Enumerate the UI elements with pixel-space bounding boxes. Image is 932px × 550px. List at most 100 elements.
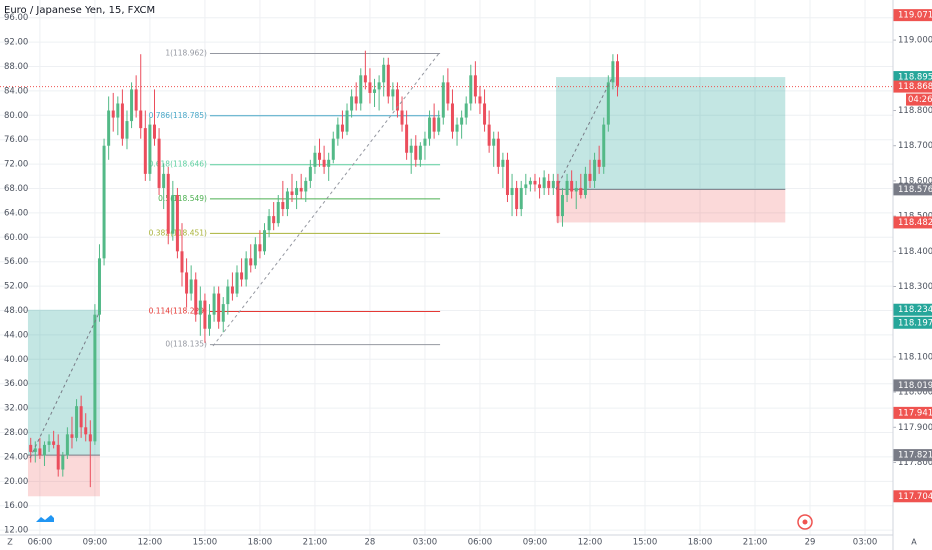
candle-body [487, 124, 491, 146]
left-axis-label: 64.00 [4, 208, 28, 218]
candle-body [336, 124, 340, 139]
candle-body [327, 159, 331, 167]
left-axis-label: 48.00 [4, 306, 28, 316]
candle-body [414, 145, 418, 160]
candle-body [276, 202, 280, 224]
time-tick-label: 09:00 [523, 538, 548, 548]
candle-body [244, 258, 248, 280]
candle-body [391, 89, 395, 97]
candle-body [308, 166, 312, 181]
candle-body [437, 117, 441, 132]
candle-body [111, 110, 115, 118]
left-axis-label: 72.00 [4, 160, 28, 170]
price-label: 118.234 [898, 305, 932, 315]
candle-body [597, 159, 601, 167]
candle-body [249, 258, 253, 266]
price-label-box [893, 216, 932, 229]
price-label: 117.821 [898, 451, 932, 461]
candle-body [162, 173, 166, 188]
candle-body [281, 202, 285, 210]
candle-body [322, 159, 326, 167]
candle-body [560, 194, 564, 217]
left-axis-label: 12.00 [4, 526, 28, 536]
candle-body [226, 286, 230, 305]
candle-body [194, 279, 198, 315]
scale-button[interactable]: Z [7, 538, 13, 547]
candle-body [33, 448, 37, 452]
time-tick-label: 18:00 [688, 538, 713, 548]
price-label-box [893, 9, 932, 22]
chart-title: Euro / Japanese Yen, 15, FXCM [4, 5, 155, 16]
fib-label: 0(118.135) [165, 340, 207, 349]
candle-body [130, 89, 134, 122]
time-tick-label: 12:00 [138, 538, 163, 548]
candle-body [528, 180, 532, 185]
left-axis-label: 28.00 [4, 428, 28, 438]
candle-body [299, 187, 303, 192]
candle-body [38, 448, 42, 456]
price-tick-label: 118.400 [898, 247, 932, 257]
scale-button[interactable]: A [911, 538, 917, 547]
candle-body [75, 406, 79, 438]
fib-trend-line [212, 51, 441, 347]
alert-icon-dot [802, 519, 808, 525]
candle-body [102, 145, 106, 259]
candle-body [272, 216, 276, 224]
candle-body [120, 103, 124, 139]
candle-body [285, 191, 289, 210]
candle-body [455, 124, 459, 132]
price-label-box [893, 449, 932, 462]
price-label-box [893, 379, 932, 392]
candle-body [400, 110, 404, 125]
candle-body [166, 173, 170, 234]
fib-label: 0.5(118.549) [158, 194, 207, 203]
candle-body [290, 191, 294, 195]
candle-body [185, 272, 189, 294]
candle-body [368, 82, 372, 93]
candle-body [240, 272, 244, 280]
left-axis-label: 32.00 [4, 404, 28, 414]
left-axis-label: 88.00 [4, 62, 28, 72]
time-tick-label: 29 [805, 538, 816, 548]
time-tick-label: 21:00 [303, 538, 328, 548]
candle-body [395, 89, 399, 111]
candle-body [52, 441, 56, 445]
time-tick-label: 15:00 [633, 538, 658, 548]
candle-body [473, 75, 477, 97]
candle-body [382, 64, 386, 83]
candle-body [267, 216, 271, 231]
candle-body [615, 61, 619, 86]
candle-body [583, 173, 587, 195]
candle-body [180, 251, 184, 273]
candle-body [460, 117, 464, 125]
candle-body [611, 61, 615, 83]
candle-body [565, 180, 569, 195]
price-label-box [893, 303, 932, 316]
candle-body [157, 138, 161, 188]
candle-body [602, 124, 606, 167]
time-tick-label: 09:00 [83, 538, 108, 548]
candle-body [189, 279, 193, 294]
candle-body [175, 194, 179, 252]
left-axis-label: 84.00 [4, 86, 28, 96]
candle-body [524, 184, 528, 188]
logo [36, 515, 54, 522]
candle-body [464, 103, 468, 118]
candle-body [198, 300, 202, 315]
candle-body [538, 184, 542, 188]
candle-body [492, 138, 496, 146]
candle-body [171, 194, 175, 234]
candle-body [70, 434, 74, 438]
candle-body [263, 230, 267, 252]
price-label: 117.704 [898, 492, 932, 502]
candle-body [61, 455, 65, 470]
price-label-box [893, 183, 932, 196]
time-tick-label: 03:00 [413, 538, 438, 548]
time-tick-label: 06:00 [468, 538, 493, 548]
left-axis-label: 80.00 [4, 111, 28, 121]
candle-body [331, 138, 335, 160]
price-label-box [893, 71, 932, 84]
left-axis-label: 52.00 [4, 282, 28, 292]
time-tick-label: 03:00 [853, 538, 878, 548]
time-tick-label: 12:00 [578, 538, 603, 548]
